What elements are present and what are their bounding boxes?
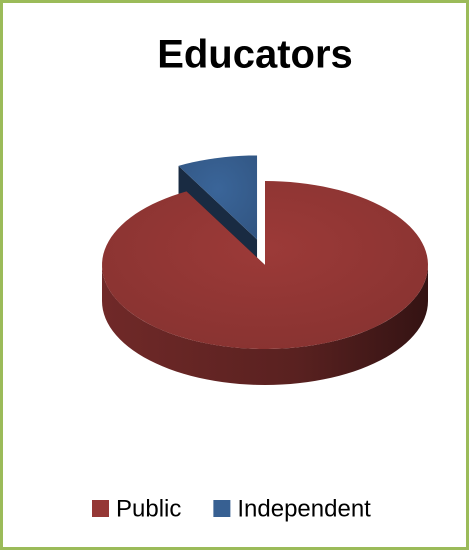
legend: Public Independent (92, 495, 371, 522)
slice-side (102, 265, 428, 385)
chart-title: Educators (157, 33, 353, 77)
pie (102, 155, 428, 385)
legend-swatch (213, 500, 231, 517)
legend-label: Public (116, 495, 181, 522)
slice (102, 181, 428, 349)
slice (178, 155, 258, 240)
legend-swatch (92, 500, 109, 517)
legend-label: Independent (237, 495, 371, 522)
